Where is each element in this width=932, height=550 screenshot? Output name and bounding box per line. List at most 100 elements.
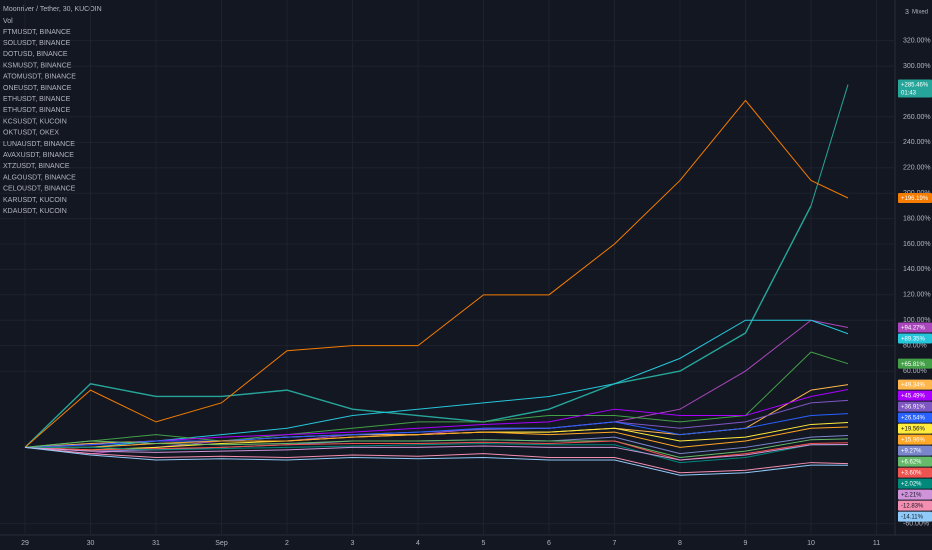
x-tick-label: 6: [547, 540, 551, 547]
series-line: [24, 446, 812, 474]
series-tail: [810, 179, 849, 199]
price-badge-label: +2.21%: [901, 493, 922, 499]
x-tick-label: 31: [152, 540, 160, 547]
price-badge: [898, 489, 932, 500]
x-tick-label: 10: [807, 540, 815, 547]
indicator-label: Vol: [3, 18, 13, 25]
price-badge: [898, 79, 932, 98]
price-badge-label: +26.54%: [901, 416, 926, 422]
y-tick-label: 260.00%: [903, 114, 931, 121]
y-tick-label: 240.00%: [903, 139, 931, 146]
price-badge-label: +94.27%: [901, 326, 926, 332]
price-badge-label: +2.02%: [901, 482, 922, 488]
price-badge: [898, 358, 932, 369]
scale-mode[interactable]: Mixed: [912, 10, 928, 16]
series-line: [24, 439, 812, 458]
price-badge-label: +89.35%: [901, 337, 926, 343]
y-tick-label: 320.00%: [903, 38, 931, 45]
series-tail: [810, 84, 849, 207]
legend-entry: KARUSDT, KUCOIN: [3, 197, 67, 204]
legend-entry: ETHUSDT, BINANCE: [3, 107, 71, 114]
price-badge: [898, 423, 932, 434]
series-tail: [810, 319, 849, 335]
x-tick-label: 5: [482, 540, 486, 547]
price-badge: [898, 322, 932, 333]
legend-entry: ETHUSDT, BINANCE: [3, 96, 71, 103]
series-line: [24, 415, 812, 448]
price-badge: [898, 478, 932, 489]
x-tick-label: 9: [744, 540, 748, 547]
price-badge: [898, 500, 932, 511]
legend-entry: SOLUSDT, BINANCE: [3, 40, 71, 47]
scale-count: 3: [905, 9, 909, 16]
price-badge: [898, 193, 932, 204]
series-line: [24, 444, 812, 461]
price-badge-label: +19.56%: [901, 427, 926, 433]
price-badge: [898, 401, 932, 412]
series-tail: [810, 351, 849, 365]
legend-entry: ONEUSDT, BINANCE: [3, 85, 72, 92]
price-badge: [898, 511, 932, 522]
y-tick-label: 220.00%: [903, 165, 931, 172]
price-badge: [898, 456, 932, 467]
price-badge-label: +49.34%: [901, 383, 926, 389]
y-tick-label: 180.00%: [903, 215, 931, 222]
series-line: [24, 351, 812, 448]
price-badge: [898, 445, 932, 456]
series-tail: [810, 421, 849, 425]
price-badge: [898, 467, 932, 478]
price-badge: [898, 333, 932, 344]
series-tail: [810, 462, 849, 465]
series-line: [24, 99, 812, 448]
series-tail: [810, 399, 849, 404]
legend-entry: LUNAUSDT, BINANCE: [3, 141, 75, 148]
x-tick-label: 8: [678, 540, 682, 547]
price-badge: [898, 434, 932, 445]
legend-entry: KDAUSDT, KUCOIN: [3, 208, 67, 215]
y-tick-label: 60.00%: [903, 368, 927, 375]
x-tick-label: 4: [416, 540, 420, 547]
price-badge-label: +196.19%: [901, 196, 929, 202]
price-badge-label: +65.81%: [901, 362, 926, 368]
countdown: 01:43: [901, 91, 917, 97]
y-tick-label: 80.00%: [903, 342, 927, 349]
x-tick-label: 11: [873, 540, 880, 547]
price-badge: [898, 412, 932, 423]
x-tick-label: 2: [285, 540, 289, 547]
chart-title: Moonriver / Tether, 30, KUCOIN: [3, 6, 102, 13]
legend-entry: FTMUSDT, BINANCE: [3, 29, 71, 36]
legend-entry: AVAXUSDT, BINANCE: [3, 152, 74, 159]
x-tick-label: 3: [351, 540, 355, 547]
price-badge: [898, 379, 932, 390]
series-line: [24, 446, 812, 476]
price-badge-label: +15.96%: [901, 438, 926, 444]
legend-entry: KSMUSDT, BINANCE: [3, 62, 72, 69]
series-tail: [810, 426, 849, 429]
price-badge-label: -12.83%: [901, 504, 924, 510]
price-badge-label: +3.60%: [901, 471, 922, 477]
price-badge-label: +36.91%: [901, 405, 926, 411]
legend-entry: XTZUSDT, BINANCE: [3, 163, 70, 170]
legend-entry: ALGOUSDT, BINANCE: [3, 174, 76, 181]
series-tail: [810, 384, 849, 391]
price-badge-label: +285.46%: [901, 83, 929, 89]
legend-entry: CELOUSDT, BINANCE: [3, 186, 76, 193]
x-tick-label: 29: [21, 540, 29, 547]
legend-entry: OKTUSDT, OKEX: [3, 130, 59, 137]
series-tail: [810, 413, 849, 417]
series-tail: [810, 319, 849, 329]
price-badge: [898, 390, 932, 401]
series-tail: [810, 438, 849, 441]
legend-entry: ATOMUSDT, BINANCE: [3, 74, 76, 81]
y-tick-label: -60.00%: [903, 520, 929, 527]
series-line: [24, 205, 812, 448]
price-badge-label: +6.62%: [901, 460, 922, 466]
price-badge-label: +9.27%: [901, 449, 922, 455]
y-tick-label: 300.00%: [903, 63, 931, 70]
price-badge-label: -14.11%: [901, 515, 924, 521]
x-tick-label: 7: [613, 540, 617, 547]
price-badge-label: +45.49%: [901, 394, 926, 400]
legend-entry: DOTUSD, BINANCE: [3, 51, 68, 58]
